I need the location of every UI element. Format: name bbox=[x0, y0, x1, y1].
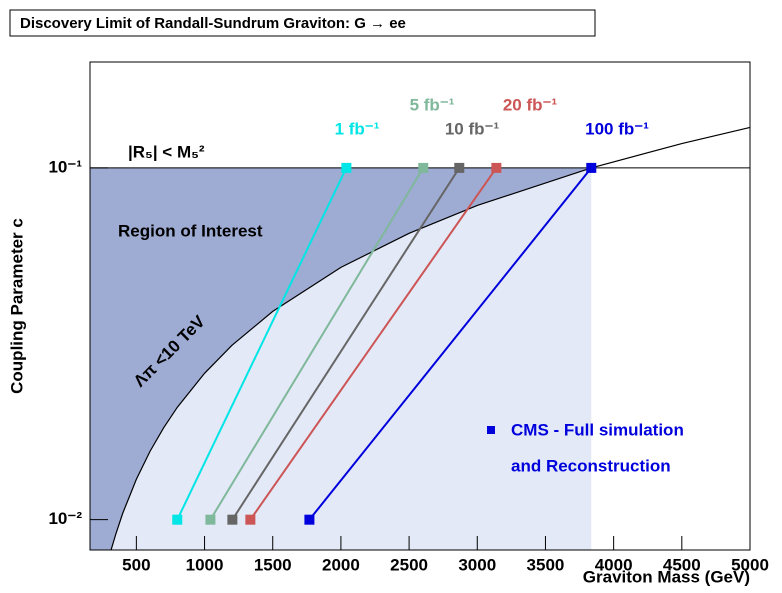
region-label: Region of Interest bbox=[118, 221, 263, 240]
reach-marker bbox=[304, 514, 315, 525]
x-tick-label: 4000 bbox=[595, 555, 633, 574]
bound-label: |R₅| < M₅² bbox=[128, 142, 205, 161]
title-box bbox=[9, 9, 596, 37]
y-tick-label: 10⁻¹ bbox=[48, 157, 82, 176]
x-tick-label: 5000 bbox=[731, 555, 769, 574]
y-tick-label: 10⁻² bbox=[48, 509, 82, 528]
reach-line bbox=[231, 167, 461, 521]
reach-marker bbox=[454, 162, 465, 173]
x-axis-label: Graviton Mass (GeV) bbox=[583, 567, 750, 586]
region-above-curve bbox=[90, 167, 592, 551]
reach-marker bbox=[245, 514, 256, 525]
legend-text: CMS - Full simulation bbox=[511, 420, 684, 439]
region-below-curve bbox=[111, 167, 592, 551]
x-tick-label: 3000 bbox=[458, 555, 496, 574]
series-label: 1 fb⁻¹ bbox=[335, 119, 380, 138]
reach-marker bbox=[227, 514, 238, 525]
x-tick-label: 2500 bbox=[390, 555, 428, 574]
reach-line bbox=[249, 167, 498, 521]
reach-marker bbox=[491, 162, 502, 173]
reach-marker bbox=[341, 162, 352, 173]
reach-marker bbox=[418, 162, 429, 173]
legend-text: and Reconstruction bbox=[511, 456, 671, 475]
reach-line bbox=[176, 167, 348, 521]
series-label: 5 fb⁻¹ bbox=[410, 95, 455, 114]
reach-line bbox=[209, 167, 425, 521]
theory-curve bbox=[110, 126, 751, 551]
x-tick-label: 500 bbox=[122, 555, 150, 574]
reach-line bbox=[308, 167, 593, 521]
series-label: 10 fb⁻¹ bbox=[445, 119, 500, 138]
y-axis-label: Coupling Parameter c bbox=[7, 218, 26, 394]
x-tick-label: 4500 bbox=[663, 555, 701, 574]
reach-marker bbox=[172, 514, 183, 525]
x-tick-label: 3500 bbox=[527, 555, 565, 574]
legend-marker bbox=[487, 426, 495, 434]
plot-frame bbox=[89, 61, 751, 551]
reach-marker bbox=[586, 162, 597, 173]
x-tick-label: 2000 bbox=[322, 555, 360, 574]
x-tick-label: 1000 bbox=[186, 555, 224, 574]
series-label: 20 fb⁻¹ bbox=[503, 95, 558, 114]
reach-marker bbox=[205, 514, 216, 525]
series-label: 100 fb⁻¹ bbox=[585, 119, 649, 138]
chart-title: Discovery Limit of Randall-Sundrum Gravi… bbox=[20, 15, 406, 32]
x-tick-label: 1500 bbox=[254, 555, 292, 574]
